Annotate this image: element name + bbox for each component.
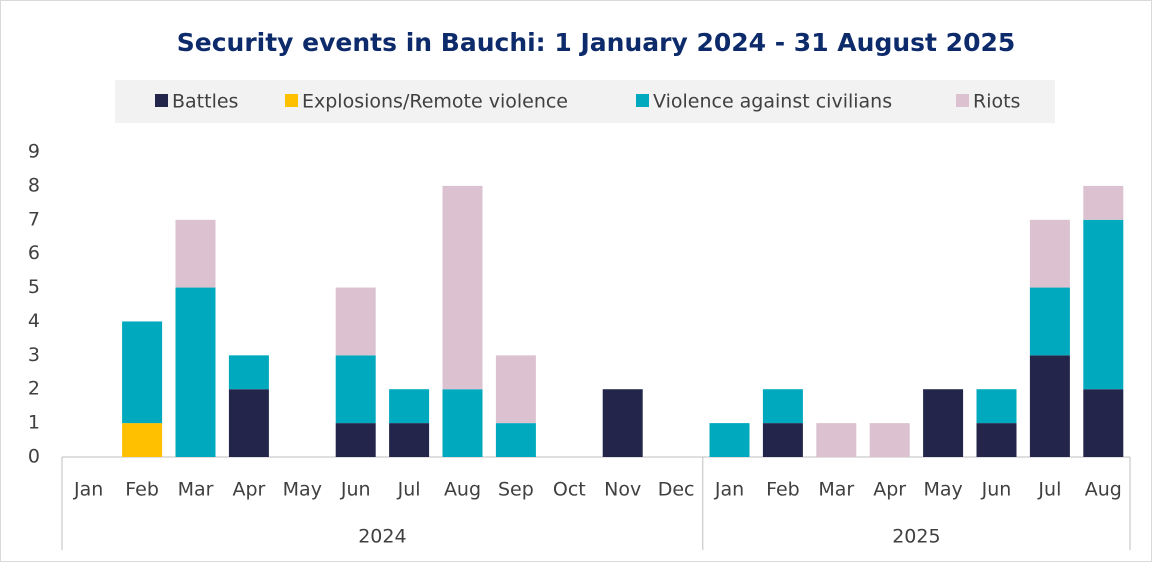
bar-segment: [442, 185, 483, 390]
chart-title: Security events in Bauchi: 1 January 202…: [177, 28, 1016, 57]
bar-segment: [335, 423, 376, 457]
x-tick-label: Aug: [444, 479, 481, 501]
x-tick-label: Jan: [714, 479, 744, 501]
legend-label: Explosions/Remote violence: [302, 91, 568, 113]
y-tick-label: 2: [28, 378, 40, 400]
x-tick-label: May: [923, 479, 962, 501]
y-tick-label: 1: [28, 412, 40, 434]
bar-segment: [122, 423, 163, 457]
y-tick-label: 4: [28, 310, 40, 332]
x-tick-label: Feb: [125, 479, 159, 501]
y-tick-label: 6: [28, 242, 40, 264]
bar-segment: [869, 423, 910, 457]
x-tick-label: Jan: [73, 479, 103, 501]
bar-segment: [816, 423, 857, 457]
x-tick-label: Mar: [178, 479, 214, 501]
x-tick-label: Nov: [604, 479, 641, 501]
bar-segment: [602, 389, 643, 457]
x-tick-label: Aug: [1085, 479, 1122, 501]
x-tick-label: Feb: [766, 479, 800, 501]
x-tick-label: Jul: [397, 479, 421, 501]
bar-segment: [709, 423, 750, 457]
bar-segment: [175, 219, 216, 288]
bar-segment: [442, 389, 483, 457]
x-tick-label: Sep: [498, 479, 534, 501]
x-tick-label: Jul: [1037, 479, 1061, 501]
bar-segment: [495, 423, 536, 457]
x-tick-label: Oct: [553, 479, 586, 501]
bar-segment: [122, 321, 163, 424]
bar-segment: [335, 355, 376, 424]
x-tick-label: Apr: [873, 479, 906, 501]
bar-segment: [976, 423, 1017, 457]
legend-label: Battles: [172, 91, 238, 113]
bar-segment: [1029, 219, 1070, 288]
bar-segment: [228, 355, 269, 390]
bar-segment: [228, 389, 269, 457]
bar-segment: [923, 389, 964, 457]
bar-segment: [1083, 185, 1124, 220]
group-label: 2025: [892, 526, 940, 548]
x-tick-label: Mar: [818, 479, 854, 501]
y-tick-label: 8: [28, 174, 40, 196]
bar-segment: [175, 287, 216, 457]
group-label: 2024: [358, 526, 406, 548]
x-tick-label: Jun: [340, 479, 371, 501]
bar-segment: [1029, 287, 1070, 356]
y-tick-label: 3: [28, 344, 40, 366]
y-tick-label: 0: [28, 446, 40, 468]
legend-swatch: [636, 94, 649, 107]
bar-segment: [762, 389, 803, 424]
y-tick-label: 7: [28, 208, 40, 230]
x-tick-label: May: [283, 479, 322, 501]
bar-segment: [1029, 355, 1070, 457]
x-tick-label: Apr: [232, 479, 265, 501]
legend-label: Riots: [973, 91, 1020, 113]
bar-segment: [1083, 219, 1124, 390]
bar-segment: [976, 389, 1017, 424]
legend-swatch: [285, 94, 298, 107]
legend-background: [115, 80, 1055, 123]
bar-segment: [389, 423, 430, 457]
legend-label: Violence against civilians: [653, 91, 892, 113]
bar-segment: [389, 389, 430, 424]
x-tick-label: Dec: [658, 479, 695, 501]
y-tick-label: 9: [28, 141, 40, 163]
bar-segment: [335, 287, 376, 356]
bar-segment: [762, 423, 803, 457]
bar-segment: [1083, 389, 1124, 457]
legend-swatch: [155, 94, 168, 107]
bar-segment: [495, 355, 536, 424]
legend-swatch: [956, 94, 969, 107]
y-tick-label: 5: [28, 276, 40, 298]
x-tick-label: Jun: [981, 479, 1012, 501]
